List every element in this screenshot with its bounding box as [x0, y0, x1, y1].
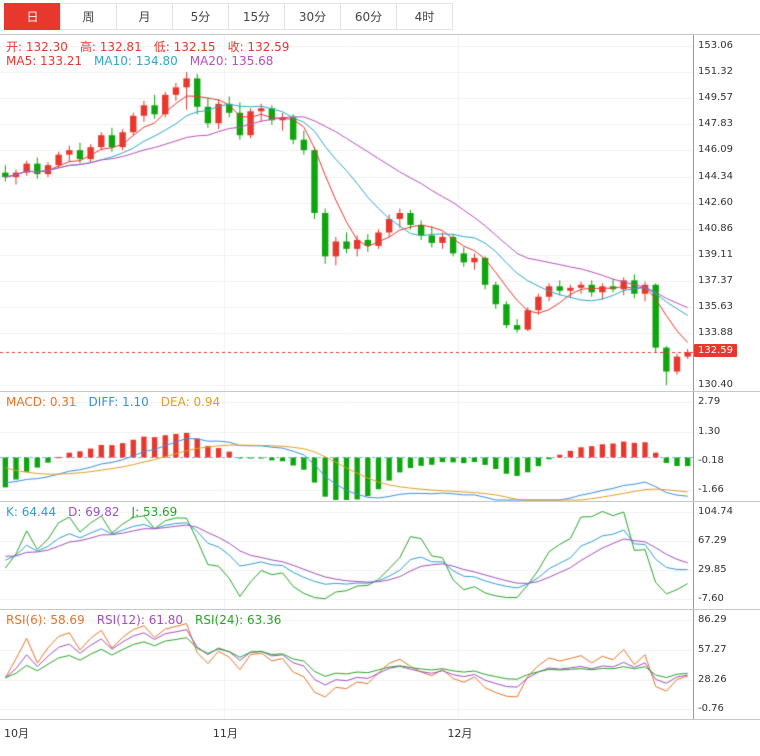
y-axis-tick: 133.88	[698, 326, 733, 338]
ma-readout: MA5: 133.21 MA10: 134.80 MA20: 135.68	[6, 54, 285, 68]
ohlc-high: 高: 132.81	[79, 40, 142, 54]
interval-tab-week[interactable]: 周	[60, 3, 117, 30]
interval-tab-day[interactable]: 日	[4, 3, 61, 30]
interval-tab-30min[interactable]: 30分	[284, 3, 341, 30]
ma5-readout: MA5: 133.21	[6, 54, 83, 68]
y-axis-tick: 104.74	[698, 505, 733, 517]
macd-readout: MACD: 0.31	[6, 395, 77, 409]
y-axis-tick: 146.09	[698, 144, 733, 156]
candlestick-plot: 开: 132.30 高: 132.81 低: 132.15 收: 132.59 MA5…	[0, 35, 694, 391]
interval-tab-15min[interactable]: 15分	[228, 3, 285, 30]
ohlc-low: 低: 132.15	[153, 40, 216, 54]
current-price-tag: 132.59	[694, 344, 737, 358]
j-readout: J: 53.69	[131, 505, 178, 519]
y-axis-tick: 57.27	[698, 643, 727, 655]
ohlc-close: 收: 132.59	[227, 40, 290, 54]
rsi-axis: 86.29 57.27 28.26 -0.76	[694, 610, 760, 719]
chart-area: 开: 132.30 高: 132.81 低: 132.15 收: 132.59 MA5…	[0, 34, 760, 744]
y-axis-tick: 151.32	[698, 66, 733, 78]
rsi-canvas[interactable]	[0, 610, 693, 719]
kdj-plot: K: 64.44 D: 69.82 J: 53.69	[0, 502, 694, 609]
y-axis-tick: -1.66	[698, 484, 724, 496]
interval-tab-4hour[interactable]: 4时	[396, 3, 453, 30]
rsi12-readout: RSI(12): 61.80	[96, 613, 184, 627]
y-axis-tick: 139.11	[698, 248, 733, 260]
y-axis-tick: -0.76	[698, 703, 724, 715]
interval-tab-month[interactable]: 月	[116, 3, 173, 30]
diff-readout: DIFF: 1.10	[88, 395, 149, 409]
k-readout: K: 64.44	[6, 505, 57, 519]
d-readout: D: 69.82	[68, 505, 120, 519]
x-axis-label: 11月	[212, 727, 238, 740]
y-axis-tick: -0.18	[698, 454, 724, 466]
rsi24-readout: RSI(24): 63.36	[195, 613, 282, 627]
macd-plot: MACD: 0.31 DIFF: 1.10 DEA: 0.94	[0, 392, 694, 501]
y-axis-tick: 67.29	[698, 534, 727, 546]
y-axis-tick: 137.37	[698, 274, 733, 286]
ma10-readout: MA10: 134.80	[94, 54, 178, 68]
y-axis-tick: 153.06	[698, 40, 733, 52]
rsi-readout-row: RSI(6): 58.69 RSI(12): 61.80 RSI(24): 63.3…	[6, 613, 293, 627]
main-panel: 开: 132.30 高: 132.81 低: 132.15 收: 132.59 MA5…	[0, 35, 760, 392]
y-axis-tick: 140.86	[698, 222, 733, 234]
macd-readout-row: MACD: 0.31 DIFF: 1.10 DEA: 0.94	[6, 395, 232, 409]
kdj-canvas[interactable]	[0, 502, 693, 609]
rsi-panel: RSI(6): 58.69 RSI(12): 61.80 RSI(24): 63.3…	[0, 610, 760, 720]
interval-tab-5min[interactable]: 5分	[172, 3, 229, 30]
candlestick-canvas[interactable]	[0, 35, 693, 391]
y-axis-tick: 149.57	[698, 92, 733, 104]
macd-panel: MACD: 0.31 DIFF: 1.10 DEA: 0.94 2.79 1.30 -0…	[0, 392, 760, 502]
y-axis-tick: 147.83	[698, 118, 733, 130]
ohlc-readout: 开: 132.30 高: 132.81 低: 132.15 收: 132.59	[6, 38, 301, 55]
x-axis-label: 12月	[447, 727, 473, 740]
y-axis-tick: -7.60	[698, 593, 724, 605]
dea-readout: DEA: 0.94	[160, 395, 221, 409]
macd-axis: 2.79 1.30 -0.18 -1.66	[694, 392, 760, 501]
time-axis: 10月 11月 12月	[0, 720, 760, 744]
kdj-readout-row: K: 64.44 D: 69.82 J: 53.69	[6, 505, 189, 519]
y-axis-tick: 144.34	[698, 170, 733, 182]
kdj-panel: K: 64.44 D: 69.82 J: 53.69 104.74 67.29 29.8…	[0, 502, 760, 610]
price-axis: 153.06 151.32 149.57 147.83 146.09 144.34 142.…	[694, 35, 760, 391]
y-axis-tick: 2.79	[698, 396, 721, 408]
y-axis-tick: 135.63	[698, 300, 733, 312]
x-axis-label: 10月	[4, 727, 29, 740]
y-axis-tick: 1.30	[698, 425, 721, 437]
y-axis-tick: 130.40	[698, 379, 733, 391]
rsi6-readout: RSI(6): 58.69	[6, 613, 85, 627]
ohlc-open: 开: 132.30	[6, 40, 68, 54]
kdj-axis: 104.74 67.29 29.85 -7.60	[694, 502, 760, 609]
interval-tab-60min[interactable]: 60分	[340, 3, 397, 30]
y-axis-tick: 29.85	[698, 564, 727, 576]
y-axis-tick: 142.60	[698, 196, 733, 208]
ma20-readout: MA20: 135.68	[189, 54, 274, 68]
interval-tabbar: 日周月 5分 15分 30分 60分 4时	[0, 0, 760, 31]
y-axis-tick: 28.26	[698, 673, 727, 685]
y-axis-tick: 86.29	[698, 613, 727, 625]
rsi-plot: RSI(6): 58.69 RSI(12): 61.80 RSI(24): 63.3…	[0, 610, 694, 719]
macd-canvas[interactable]	[0, 392, 693, 501]
